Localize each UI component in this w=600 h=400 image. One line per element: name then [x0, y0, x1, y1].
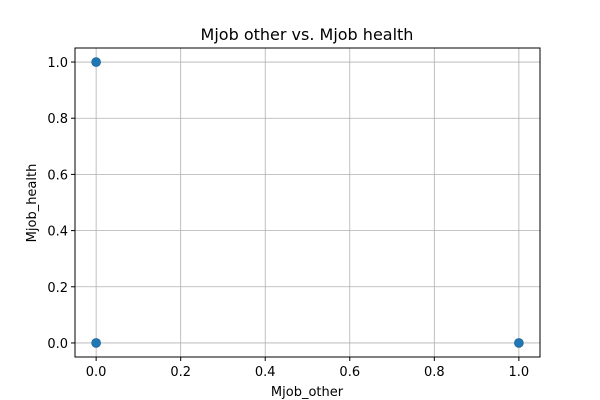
y-tick-label: 0.0 [47, 337, 68, 352]
x-tick-label: 0.8 [424, 365, 445, 380]
data-point [91, 338, 101, 348]
data-point [514, 338, 524, 348]
x-axis-label: Mjob_other [271, 385, 344, 400]
data-point [91, 57, 101, 67]
chart-title: Mjob other vs. Mjob health [201, 25, 414, 44]
plot-frame [74, 47, 541, 358]
x-tick-label: 0.2 [170, 365, 191, 380]
x-tick-label: 0.0 [86, 365, 107, 380]
data-points [91, 57, 524, 348]
y-axis-ticks: 0.0 0.2 0.4 0.6 0.8 1.0 [47, 56, 75, 352]
y-tick-label: 0.6 [47, 168, 68, 183]
grid [75, 48, 540, 357]
y-tick-label: 1.0 [47, 56, 68, 71]
y-tick-label: 0.2 [47, 281, 68, 296]
x-tick-label: 1.0 [509, 365, 530, 380]
y-tick-label: 0.8 [47, 112, 68, 127]
x-tick-label: 0.4 [255, 365, 276, 380]
x-axis-ticks: 0.0 0.2 0.4 0.6 0.8 1.0 [86, 357, 529, 380]
y-tick-label: 0.4 [47, 225, 68, 240]
x-tick-label: 0.6 [339, 365, 360, 380]
y-axis-label: Mjob_health [25, 164, 40, 243]
